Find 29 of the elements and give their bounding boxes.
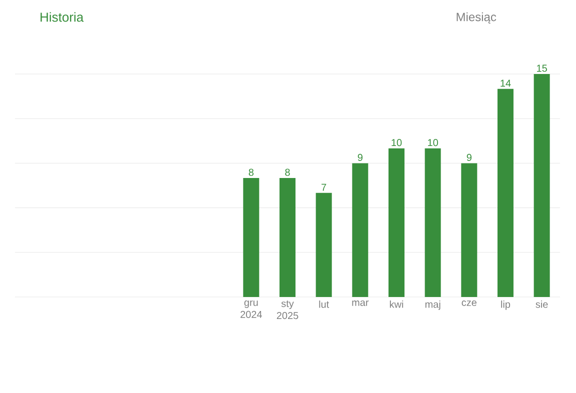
x-tick-label: mar (352, 300, 369, 306)
chart-title: Historia (40, 12, 84, 22)
data-label: 10 (428, 139, 438, 146)
bar (280, 178, 296, 297)
x-tick-label: kwi (390, 300, 404, 308)
bar (534, 74, 550, 297)
data-label: 14 (500, 80, 511, 87)
data-label: 8 (285, 168, 290, 176)
x-tick-label: lut (319, 300, 330, 308)
data-label: 15 (537, 64, 547, 72)
data-label: 8 (248, 168, 254, 176)
x-tick-label: sty 2025 (276, 300, 298, 320)
data-label: 9 (358, 154, 362, 161)
x-tick-label: cze (462, 300, 476, 306)
x-tick-label: sie (536, 300, 548, 308)
x-tick-label: gru 2024 (240, 300, 262, 318)
bar (316, 192, 332, 297)
bar (424, 148, 441, 297)
bar (498, 88, 514, 297)
bar (461, 163, 478, 297)
data-label: 7 (322, 184, 326, 191)
bar (352, 163, 368, 297)
bar (388, 148, 404, 297)
data-label: 10 (392, 139, 402, 146)
x-tick-label: lip (501, 300, 510, 310)
text: Miesiąc (456, 12, 496, 24)
x-tick-label: maj (425, 300, 440, 310)
data-label: 9 (466, 154, 472, 161)
bar (243, 178, 260, 297)
